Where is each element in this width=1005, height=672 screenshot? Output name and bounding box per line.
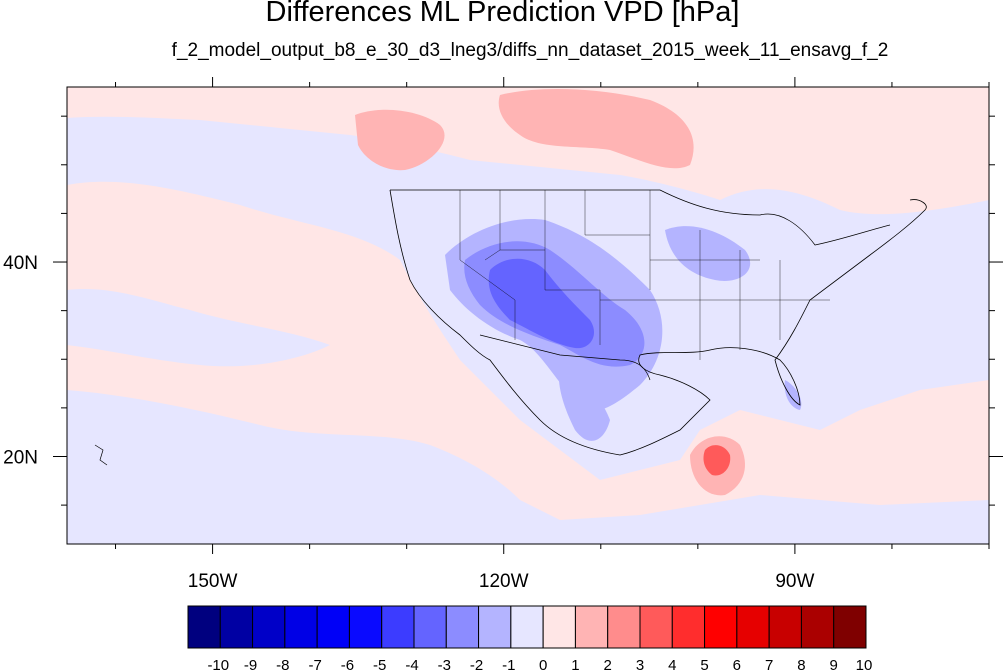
colorbar-label: -5 <box>373 657 386 672</box>
colorbar-swatch <box>348 605 383 649</box>
florida-anomaly <box>784 380 802 410</box>
colorbar-swatch <box>219 605 254 649</box>
mexico-anomaly <box>558 360 610 441</box>
colorbar-label: -8 <box>276 657 289 672</box>
colorbar: -10 -9 -8 -7 -6 -5 -4 -3 -2 -1 0 1 2 3 4 5 6 7 8 9 10 <box>187 605 873 672</box>
colorbar-swatch <box>800 605 835 649</box>
colorbar-label: -4 <box>405 657 418 672</box>
colorbar-label: -9 <box>244 657 257 672</box>
colorbar-label: 5 <box>700 657 708 672</box>
colorbar-label: 0 <box>539 657 547 672</box>
colorbar-label: 6 <box>733 657 741 672</box>
map-plot-area <box>67 87 989 544</box>
pacific-light-blue-south <box>67 390 989 544</box>
colorbar-swatch <box>413 605 447 649</box>
colorbar-label: 2 <box>604 657 612 672</box>
y-tick-label: 20N <box>3 447 38 468</box>
colorbar-swatch <box>736 605 770 649</box>
x-tick-label: 150W <box>188 571 238 592</box>
colorbar-label: -10 <box>207 657 229 672</box>
colorbar-label: -3 <box>438 657 451 672</box>
colorbar-label: -1 <box>502 657 515 672</box>
colorbar-swatch <box>671 605 706 649</box>
colorbar-swatch <box>284 605 318 649</box>
great-lakes-anomaly <box>665 226 751 281</box>
canada-positive-anomaly <box>355 109 445 171</box>
colorbar-label: -2 <box>470 657 483 672</box>
y-tick-labels: 40N 20N <box>3 253 38 468</box>
colorbar-swatch <box>704 605 738 649</box>
page-title: Differences ML Prediction VPD [hPa] <box>265 0 740 28</box>
y-tick-label: 40N <box>3 253 38 274</box>
colorbar-swatch <box>833 605 867 649</box>
x-tick-label: 120W <box>479 571 529 592</box>
colorbar-label: -7 <box>308 657 321 672</box>
page-subtitle: f_2_model_output_b8_e_30_d3_lneg3/diffs_… <box>171 40 889 61</box>
colorbar-swatch <box>478 605 512 649</box>
us-state-borders <box>459 190 830 360</box>
colorbar-label: 3 <box>636 657 644 672</box>
colorbar-swatch <box>607 605 641 649</box>
colorbar-label: 10 <box>856 657 873 672</box>
colorbar-swatch <box>639 605 673 649</box>
x-tick-label: 90W <box>775 571 814 592</box>
north-america-coastline <box>389 189 927 456</box>
colorbar-label: -6 <box>341 657 354 672</box>
map-ticks <box>53 77 1003 554</box>
colorbar-label: 4 <box>668 657 676 672</box>
colorbar-swatch <box>381 605 415 649</box>
us-border <box>390 189 891 381</box>
colorbar-label: 8 <box>797 657 805 672</box>
yucatan-anomaly-core <box>703 445 731 476</box>
x-tick-labels: 150W 120W 90W <box>188 571 815 592</box>
colorbar-swatch <box>316 605 350 649</box>
us-southwest-anomaly-strong <box>488 258 595 349</box>
canada-positive-anomaly-east <box>498 88 694 169</box>
colorbar-label: 1 <box>571 657 579 672</box>
pacific-light-blue-mid <box>67 289 330 367</box>
hawaii-islands <box>94 444 108 466</box>
colorbar-label: 7 <box>765 657 773 672</box>
colorbar-swatch <box>768 605 802 649</box>
colorbar-label: 9 <box>830 657 838 672</box>
colorbar-swatch <box>445 605 480 649</box>
map-frame <box>66 86 990 545</box>
colorbar-swatch <box>574 605 609 649</box>
colorbar-swatch <box>187 605 221 649</box>
colorbar-swatch <box>252 605 286 649</box>
colorbar-swatch <box>510 605 544 649</box>
colorbar-swatch <box>542 605 576 649</box>
